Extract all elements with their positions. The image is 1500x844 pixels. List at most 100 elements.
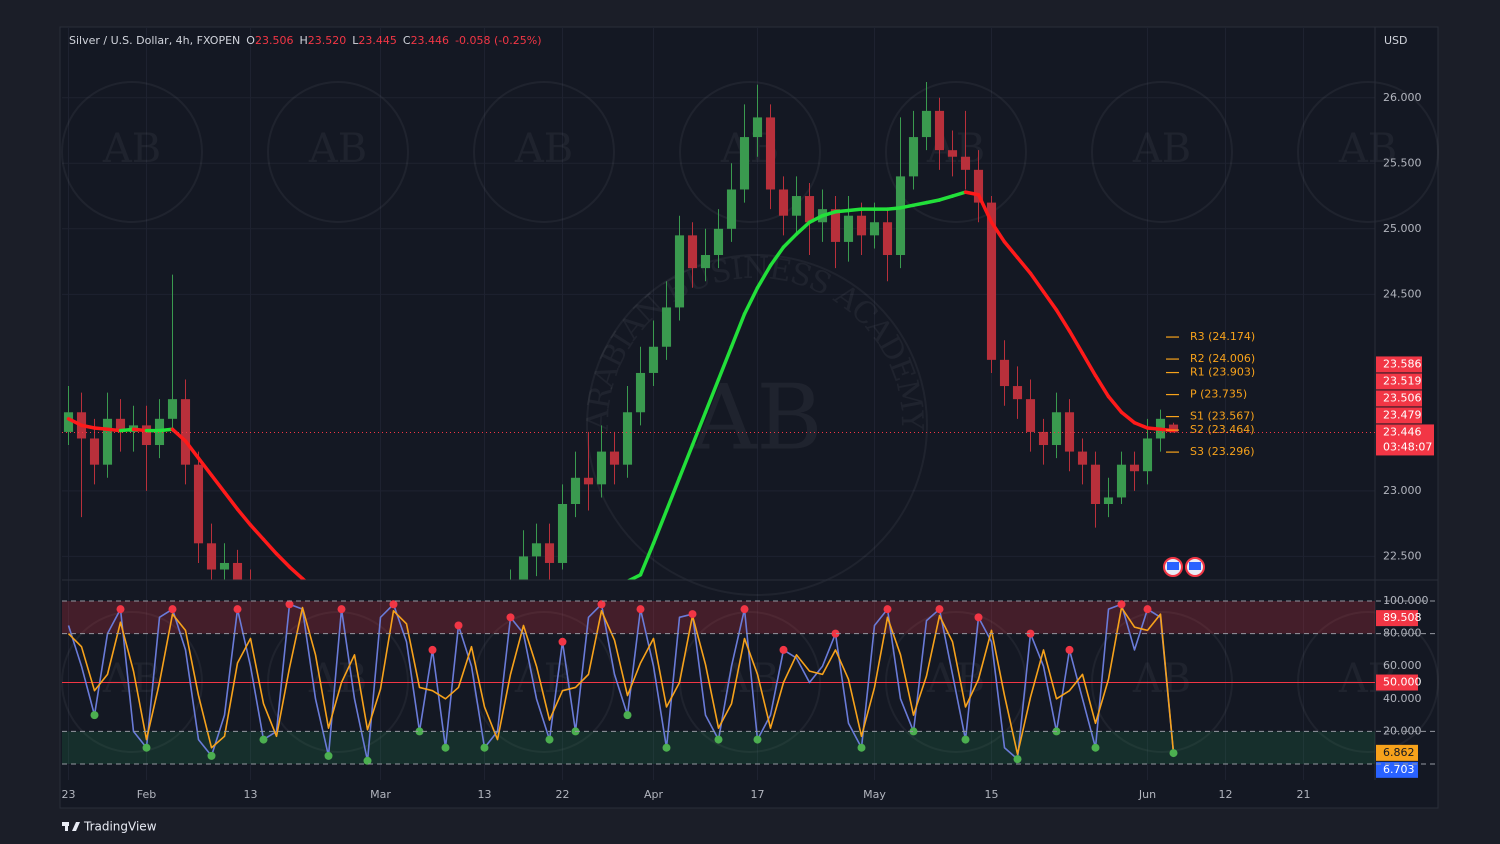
signal-dot [389, 600, 398, 609]
candle-body [661, 307, 672, 347]
candle-body [960, 156, 971, 170]
signal-dot [597, 600, 606, 609]
candle-body [700, 255, 711, 269]
ohlc-value: 23.506 [255, 34, 294, 47]
x-tick-label: 13 [478, 788, 492, 801]
candle-body [1103, 497, 1114, 504]
y-tick-label: 20.000 [1383, 724, 1422, 737]
candle-body [947, 150, 958, 157]
axes: 23 Feb 13 Mar 13 22 Apr 17 May 15 Jun 12 21 22.500 23.… [62, 91, 1434, 801]
signal-dot [688, 610, 697, 619]
price-badge-label: 23.479 [1383, 408, 1422, 421]
moving-average-segment [183, 439, 201, 460]
x-tick-label: May [863, 788, 886, 801]
x-tick-label: Apr [644, 788, 664, 801]
candle-body [1077, 451, 1088, 465]
candle-body [726, 189, 737, 229]
signal-dot [415, 727, 424, 736]
watermark-mark: AB [1132, 126, 1191, 172]
candle-body [934, 110, 945, 151]
watermark-mark: AB [308, 126, 367, 172]
moving-average-segment [638, 541, 656, 577]
watermark-ring [61, 81, 203, 223]
candle-body [778, 189, 789, 216]
moving-average-segment [1041, 289, 1059, 312]
watermark-mark: AB [102, 126, 161, 172]
moving-average-segment [885, 206, 903, 211]
value-badge [1376, 674, 1418, 691]
moving-average-segment [742, 286, 760, 316]
candle-body [622, 412, 633, 465]
pivot-label: R3 (24.174) [1190, 330, 1255, 343]
moving-average-segment [131, 427, 149, 433]
legend-header: Silver / U.S. Dollar, 4h, FXOPEN O23.506 H… [69, 34, 542, 47]
watermark-ring [267, 81, 409, 223]
x-tick-label: Feb [137, 788, 156, 801]
ohlc-key: O [246, 34, 255, 47]
moving-average-segment [1119, 410, 1137, 425]
candle-body [89, 438, 100, 465]
candle-body [843, 215, 854, 242]
signal-dot [623, 711, 632, 720]
candle-body [232, 562, 243, 580]
candle-body [167, 399, 178, 419]
moving-average-segment [1028, 271, 1046, 294]
signal-dot [779, 645, 788, 654]
moving-average-segment [729, 312, 747, 349]
candle-body [219, 562, 230, 570]
signal-dot [285, 600, 294, 609]
moving-average-segment [1067, 329, 1085, 356]
signal-dot [714, 735, 723, 744]
y-tick-label: 40.000 [1383, 692, 1422, 705]
symbol: Silver / U.S. Dollar, 4h, FXOPEN [69, 34, 240, 47]
moving-average-segment [274, 552, 292, 569]
watermark-ring [586, 254, 928, 596]
y-tick-label: 25.500 [1383, 156, 1422, 169]
zone-band [62, 601, 1375, 634]
signal-dot [662, 743, 671, 752]
x-tick-label: 22 [556, 788, 570, 801]
signal-dot [1065, 645, 1074, 654]
ohlc-value: 23.520 [308, 34, 347, 47]
moving-average-segment [287, 565, 305, 580]
candle-body [583, 477, 594, 485]
signal-dot [545, 735, 554, 744]
x-tick-label: 12 [1219, 788, 1233, 801]
x-tick-label: 23 [62, 788, 76, 801]
moving-average-segment [807, 213, 825, 225]
candle-body [1142, 438, 1153, 472]
candle-body [804, 196, 815, 223]
signal-dot [909, 727, 918, 736]
value-badge-label: 6.862 [1383, 746, 1415, 759]
candle-body [570, 477, 581, 504]
price-badge-label: 23.506 [1383, 391, 1422, 404]
flag-icon [1189, 562, 1201, 570]
price-badge-label: 23.586 [1383, 357, 1422, 370]
moving-average-segment [690, 410, 708, 447]
signal-dot [363, 756, 372, 765]
pivot-label: S3 (23.296) [1190, 445, 1255, 458]
watermark-ring [885, 81, 1027, 223]
oscillator-line [67, 606, 1175, 756]
currency: USD [1384, 34, 1408, 47]
moving-average-segment [1080, 351, 1098, 378]
candle-body [830, 209, 841, 242]
price-badge [1376, 407, 1422, 424]
candle-body [141, 425, 152, 446]
watermark-ring [473, 81, 615, 223]
moving-average-segment [755, 263, 773, 290]
candle-body [557, 503, 568, 563]
candle-body [1116, 464, 1127, 498]
y-tick-label: 60.000 [1383, 659, 1422, 672]
moving-average-segment [664, 476, 682, 513]
candle-body [518, 556, 529, 580]
moving-average-segment [976, 192, 994, 225]
moving-average-segment [950, 190, 968, 198]
watermark-mark: AB [1132, 656, 1191, 702]
pivot-label: P (23.735) [1190, 388, 1247, 401]
moving-average-segment [924, 198, 942, 205]
y-tick-label: 26.000 [1383, 91, 1422, 104]
moving-average-segment [222, 490, 240, 511]
signal-dot [1143, 605, 1152, 614]
